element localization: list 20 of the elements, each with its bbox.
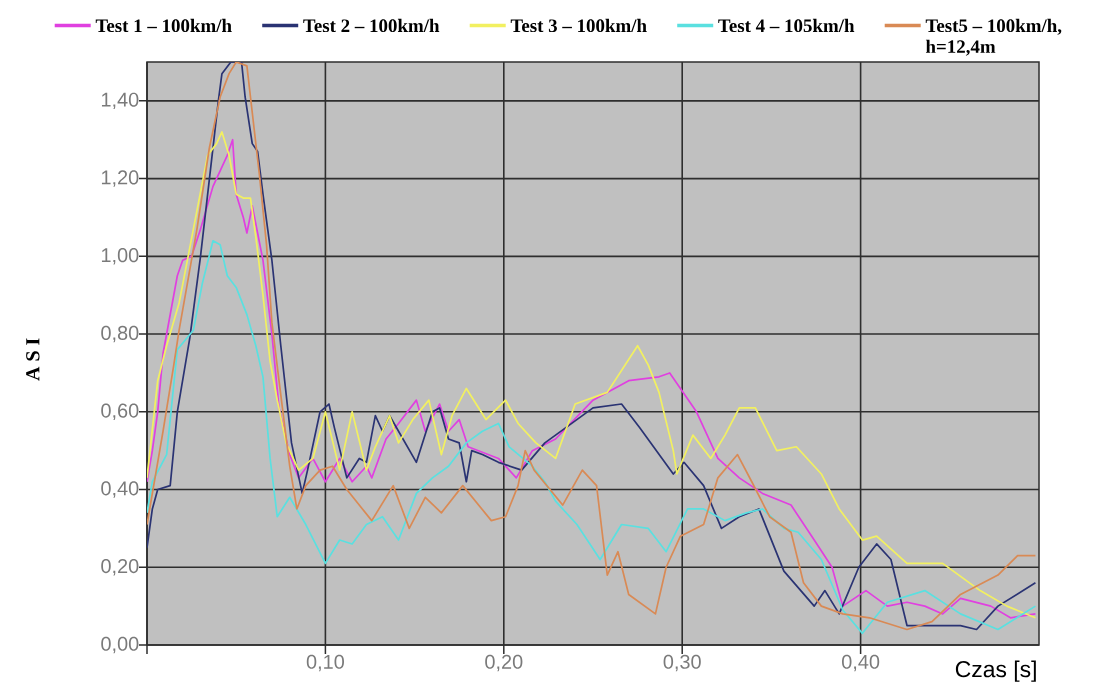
y-axis-title: A S I: [26, 338, 40, 381]
x-tick-label: 0,20: [485, 654, 523, 672]
y-tick-label: 0,60: [101, 403, 139, 421]
y-tick-label: 0,80: [101, 325, 139, 343]
x-tick-label: 0,40: [842, 654, 880, 672]
x-tick-label: 0,10: [306, 654, 344, 672]
y-tick-label: 0,40: [101, 481, 139, 498]
legend-label: Test 1 – 100km/h: [95, 18, 232, 33]
x-axis-title: Czas [s]: [955, 660, 1036, 682]
y-tick-label: 0,00: [101, 636, 139, 654]
legend-label: Test5 – 100km/h, h=12,4m: [925, 18, 1062, 56]
x-tick-label: 0,30: [663, 654, 701, 672]
y-tick-label: 1,40: [101, 92, 139, 110]
y-tick-label: 1,00: [101, 248, 139, 265]
y-tick-label: 0,20: [101, 559, 139, 576]
line-series: [147, 239, 1037, 635]
legend-label: Test 2 – 100km/h: [303, 18, 440, 33]
legend-label: Test 4 – 105km/h: [718, 18, 855, 33]
y-tick-label: 1,20: [101, 170, 139, 187]
legend-label: Test 3 – 100km/h: [510, 18, 647, 33]
